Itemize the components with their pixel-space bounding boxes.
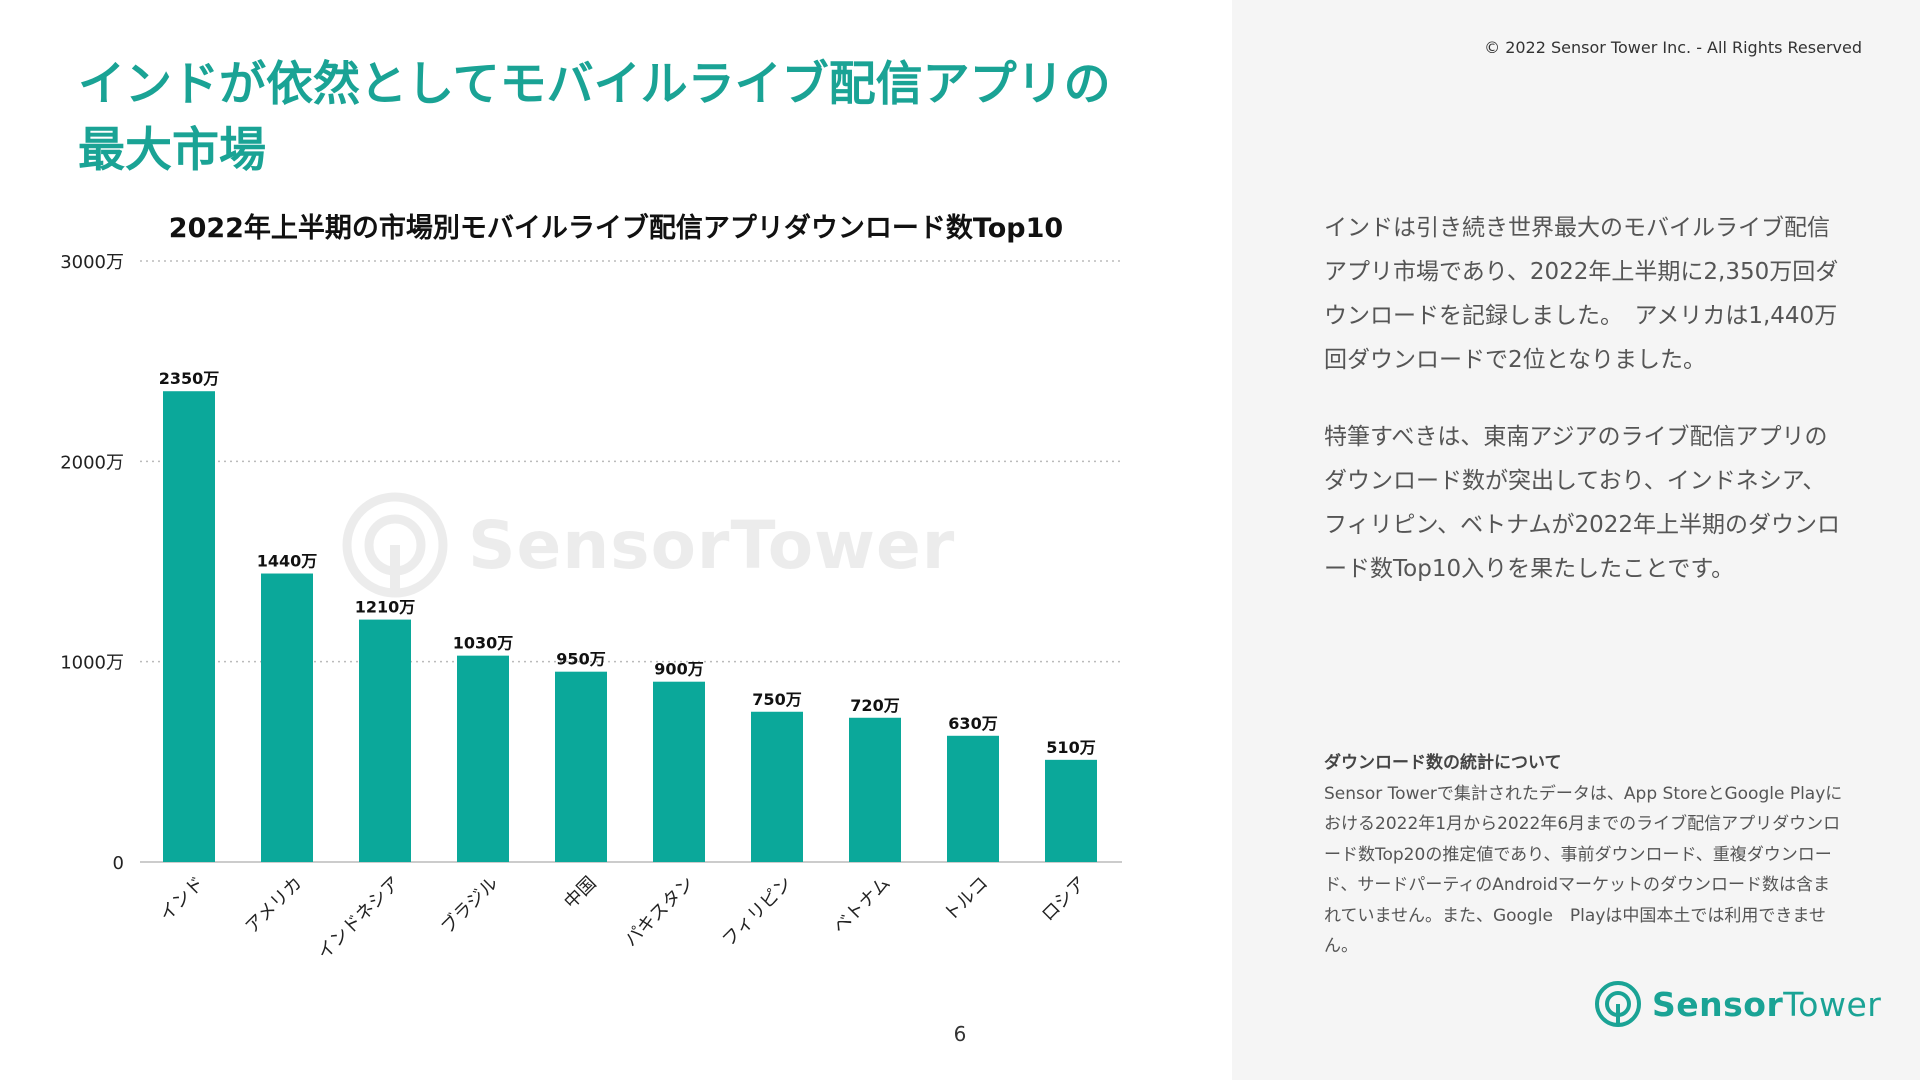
- x-tick-label: ブラジル: [436, 872, 502, 938]
- logo-text: SensorTower: [1652, 985, 1881, 1024]
- title-line-2: 最大市場: [78, 123, 266, 178]
- methodology-note: ダウンロード数の統計について Sensor Towerで集計されたデータは、Ap…: [1324, 748, 1844, 962]
- data-label: 1440万: [257, 552, 318, 571]
- data-label: 1030万: [453, 634, 514, 653]
- watermark: SensorTower: [340, 490, 955, 600]
- bar: [849, 717, 901, 862]
- logo-text-sensor: Sensor: [1652, 984, 1784, 1024]
- page-number: 6: [953, 1022, 967, 1046]
- note-body: Sensor Towerで集計されたデータは、App StoreとGoogle …: [1324, 783, 1843, 957]
- copyright: © 2022 Sensor Tower Inc. - All Rights Re…: [1484, 38, 1862, 57]
- data-label: 720万: [850, 696, 899, 715]
- title-line-1: インドが依然としてモバイルライブ配信アプリの: [78, 57, 1111, 112]
- x-tick-label: 中国: [560, 873, 600, 913]
- bar: [359, 619, 411, 862]
- sensor-tower-logo: SensorTower: [1594, 980, 1881, 1028]
- data-label: 950万: [556, 650, 605, 669]
- bar: [163, 391, 215, 862]
- x-tick-label: インド: [156, 873, 209, 926]
- data-label: 1210万: [355, 598, 416, 617]
- y-tick-label: 2000万: [60, 452, 124, 473]
- data-label: 2350万: [159, 369, 220, 388]
- data-label: 900万: [654, 660, 703, 679]
- data-label: 750万: [752, 690, 801, 709]
- bar: [457, 655, 509, 862]
- x-tick-label: ロシア: [1038, 873, 1091, 926]
- description-paragraph-2: 特筆すべきは、東南アジアのライブ配信アプリのダウンロード数が突出しており、インド…: [1324, 424, 1841, 582]
- bar: [1045, 759, 1097, 862]
- left-panel: インドが依然としてモバイルライブ配信アプリの 最大市場 2022年上半期の市場別…: [60, 52, 1178, 1046]
- logo-text-tower: Tower: [1783, 984, 1882, 1024]
- bar: [261, 573, 313, 862]
- data-label: 630万: [948, 714, 997, 733]
- x-tick-label: トルコ: [940, 873, 993, 926]
- bar: [751, 711, 803, 862]
- x-tick-label: ベトナム: [829, 873, 894, 938]
- description: インドは引き続き世界最大のモバイルライブ配信アプリ市場であり、2022年上半期に…: [1324, 206, 1844, 624]
- bar: [947, 735, 999, 862]
- x-tick-label: パキスタン: [620, 873, 698, 951]
- x-tick-label: アメリカ: [241, 873, 306, 938]
- bar: [653, 681, 705, 862]
- sensor-tower-logo-icon: [1595, 981, 1641, 1027]
- x-tick-label: フィリピン: [718, 873, 796, 951]
- right-panel: © 2022 Sensor Tower Inc. - All Rights Re…: [1232, 0, 1920, 1080]
- note-title: ダウンロード数の統計について: [1324, 753, 1562, 773]
- bar: [555, 671, 607, 862]
- watermark-text: SensorTower: [468, 506, 956, 584]
- page-title: インドが依然としてモバイルライブ配信アプリの 最大市場: [78, 52, 1178, 184]
- y-tick-label: 3000万: [60, 252, 124, 273]
- y-tick-label: 0: [113, 853, 124, 874]
- y-tick-label: 1000万: [60, 653, 124, 674]
- x-tick-label: インドネシア: [313, 873, 404, 964]
- chart-title: 2022年上半期の市場別モバイルライブ配信アプリダウンロード数Top10: [168, 213, 1064, 244]
- data-label: 510万: [1046, 738, 1095, 757]
- sensor-tower-watermark-icon: [342, 492, 448, 598]
- description-paragraph-1: インドは引き続き世界最大のモバイルライブ配信アプリ市場であり、2022年上半期に…: [1324, 215, 1839, 373]
